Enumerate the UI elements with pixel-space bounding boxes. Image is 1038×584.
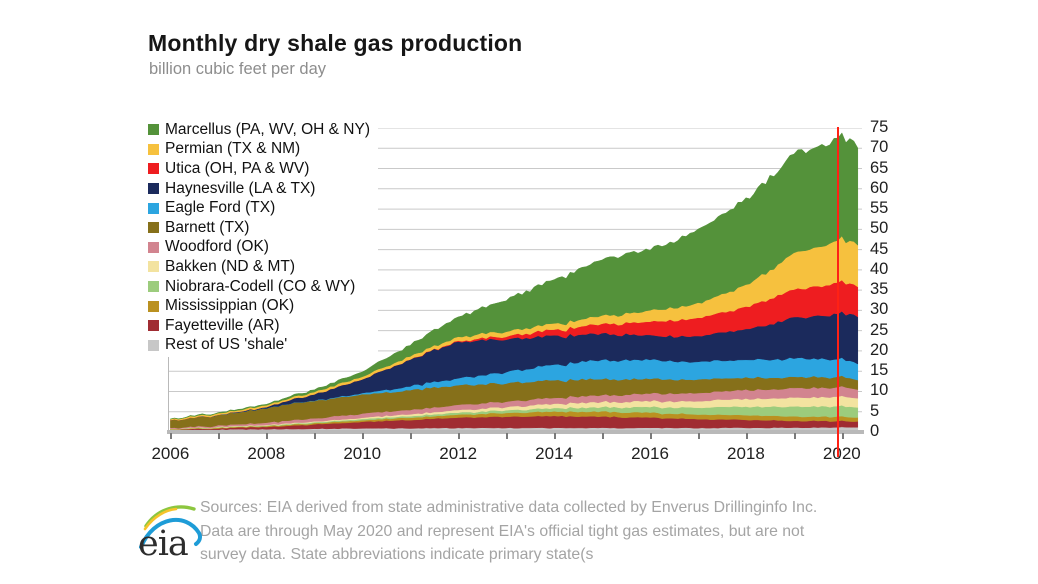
- y-tick-label: 25: [870, 320, 889, 339]
- legend-item: Mississippian (OK): [148, 296, 370, 316]
- x-tick-label: 2008: [247, 444, 286, 463]
- x-tick: [554, 433, 557, 439]
- legend-swatch-icon: [148, 241, 159, 253]
- x-tick: [506, 433, 509, 439]
- legend-label: Niobrara-Codell (CO & WY): [165, 277, 356, 295]
- legend-item: Bakken (ND & MT): [148, 257, 370, 277]
- legend-label: Haynesville (LA & TX): [165, 179, 316, 197]
- y-tick-label: 0: [870, 422, 880, 440]
- eia-logo-swoosh-icon: [139, 505, 202, 549]
- y-tick-label: 35: [870, 280, 889, 299]
- legend-item: Haynesville (LA & TX): [148, 179, 370, 199]
- legend-label: Utica (OH, PA & WV): [165, 159, 310, 177]
- legend-label: Barnett (TX): [165, 218, 250, 236]
- legend-label: Rest of US 'shale': [165, 336, 288, 354]
- eia-logo-text: eia: [138, 524, 189, 564]
- x-tick: [314, 433, 317, 439]
- chart-legend: Marcellus (PA, WV, OH & NY) Permian (TX &…: [147, 119, 378, 358]
- legend-item: Woodford (OK): [148, 238, 370, 258]
- source-note: Sources: EIA derived from state administ…: [200, 496, 817, 567]
- y-tick-label: 15: [870, 361, 889, 380]
- x-tick: [170, 433, 173, 439]
- x-tick-label: 2018: [727, 444, 765, 463]
- legend-swatch-icon: [148, 202, 159, 214]
- legend-item: Niobrara-Codell (CO & WY): [148, 277, 370, 297]
- x-tick: [458, 433, 461, 439]
- legend-label: Fayetteville (AR): [165, 316, 280, 334]
- y-tick-label: 75: [870, 118, 889, 136]
- x-tick: [697, 433, 700, 439]
- legend-swatch-icon: [148, 143, 159, 155]
- y-tick-label: 45: [870, 239, 889, 258]
- x-tick: [793, 433, 796, 439]
- y-tick-label: 50: [870, 219, 889, 238]
- legend-swatch-icon: [148, 222, 159, 234]
- legend-label: Marcellus (PA, WV, OH & NY): [165, 120, 370, 138]
- x-tick-label: 2010: [343, 444, 382, 463]
- x-tick: [841, 433, 844, 439]
- legend-item: Barnett (TX): [148, 218, 370, 238]
- legend-label: Mississippian (OK): [165, 297, 295, 315]
- x-tick-label: 2016: [631, 444, 669, 463]
- legend-item: Marcellus (PA, WV, OH & NY): [148, 120, 370, 140]
- y-tick-label: 70: [870, 138, 889, 157]
- y-tick-label: 55: [870, 199, 889, 218]
- latest-data-marker-line: [837, 127, 840, 457]
- x-tick: [266, 433, 269, 439]
- chart-subtitle: billion cubic feet per day: [149, 60, 327, 78]
- x-tick: [745, 433, 748, 439]
- legend-item: Fayetteville (AR): [148, 316, 370, 336]
- y-tick-label: 5: [870, 401, 880, 420]
- legend-label: Permian (TX & NM): [165, 140, 301, 158]
- legend-swatch-icon: [148, 124, 159, 136]
- legend-label: Woodford (OK): [165, 238, 269, 256]
- y-tick-label: 30: [870, 300, 889, 319]
- source-note-line2: Data are through May 2020 and represent …: [200, 522, 805, 540]
- legend-item: Eagle Ford (TX): [148, 198, 370, 218]
- x-tick: [602, 433, 605, 439]
- x-tick-label: 2006: [151, 444, 190, 463]
- x-tick-label: 2014: [535, 444, 573, 463]
- x-tick: [410, 433, 413, 439]
- y-tick-label: 65: [870, 158, 889, 177]
- source-note-line1: Sources: EIA derived from state administ…: [200, 499, 818, 516]
- area-series: [170, 132, 859, 420]
- legend-label: Bakken (ND & MT): [165, 257, 296, 275]
- legend-swatch-icon: [148, 261, 159, 273]
- legend-swatch-icon: [148, 300, 159, 312]
- legend-item: Rest of US 'shale': [148, 336, 370, 356]
- legend-swatch-icon: [148, 320, 159, 332]
- legend-swatch-icon: [148, 183, 159, 195]
- source-note-line3: survey data. State abbreviations indicat…: [200, 546, 594, 563]
- legend-swatch-icon: [148, 281, 159, 293]
- y-tick-label: 60: [870, 178, 889, 197]
- legend-item: Permian (TX & NM): [148, 140, 370, 160]
- x-tick-label: 2020: [822, 444, 861, 463]
- stacked-area-chart: [168, 128, 862, 432]
- x-axis-line: [167, 430, 864, 434]
- legend-label: Eagle Ford (TX): [165, 199, 276, 217]
- y-tick-label: 10: [870, 381, 889, 400]
- legend-swatch-icon: [148, 163, 159, 175]
- legend-item: Utica (OH, PA & WV): [148, 159, 370, 179]
- x-tick: [650, 433, 652, 439]
- x-tick-label: 2012: [439, 444, 478, 463]
- legend-swatch-icon: [148, 339, 159, 351]
- y-tick-label: 20: [870, 340, 889, 359]
- chart-title: Monthly dry shale gas production: [148, 30, 523, 56]
- eia-logo: eia: [136, 500, 204, 564]
- x-tick: [218, 433, 221, 439]
- y-tick-label: 40: [870, 259, 889, 278]
- x-tick: [362, 433, 365, 439]
